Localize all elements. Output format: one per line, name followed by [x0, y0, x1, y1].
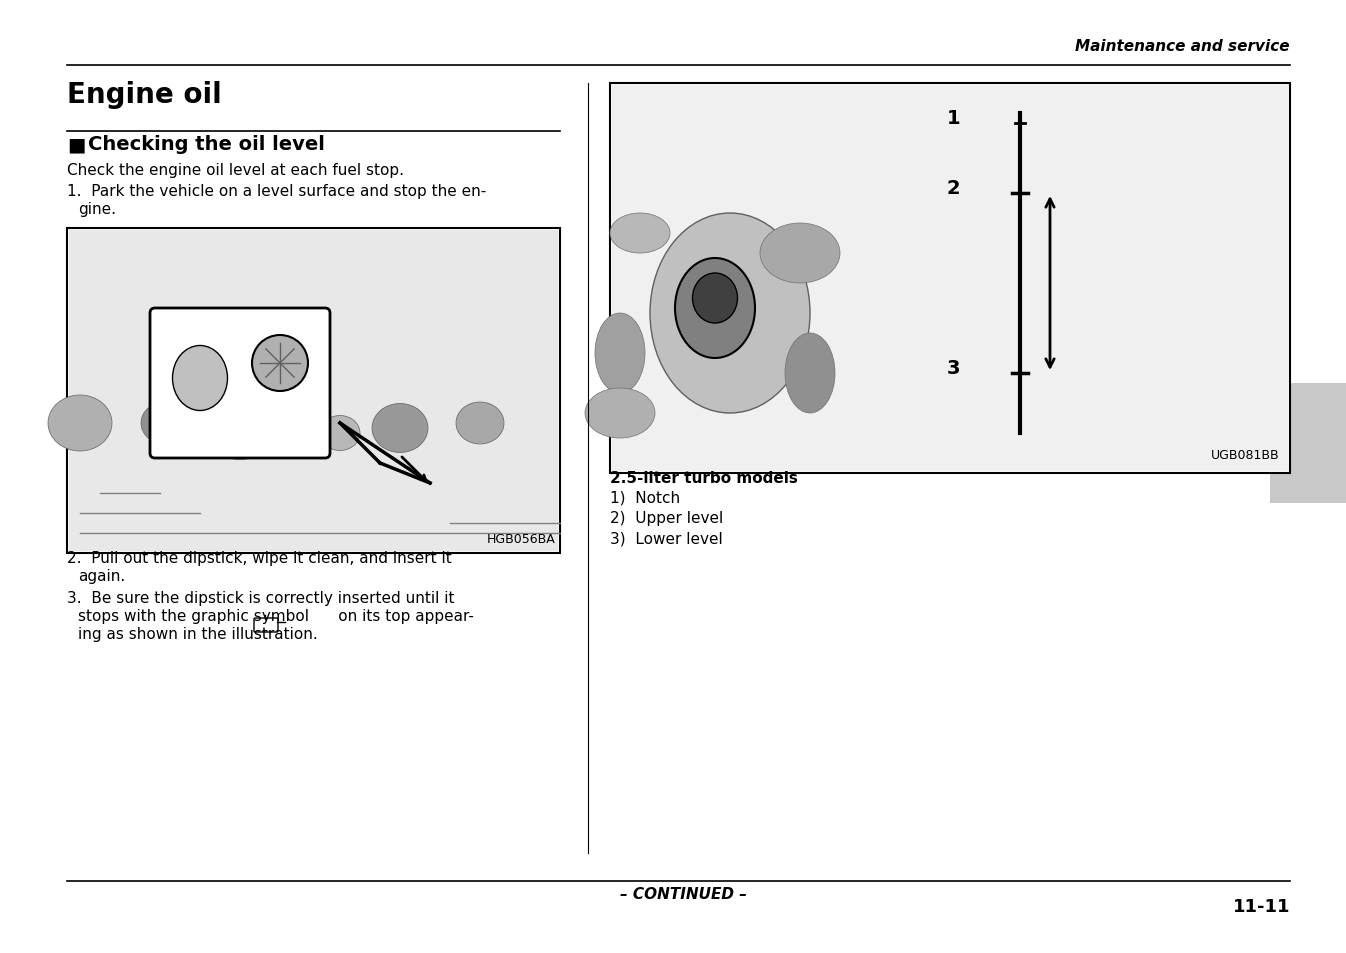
Ellipse shape: [205, 397, 276, 460]
Bar: [610, 84, 1289, 474]
Bar: [69, 231, 559, 552]
Text: stops with the graphic symbol      on its top appear-: stops with the graphic symbol on its top…: [78, 608, 474, 623]
Text: UGB081BB: UGB081BB: [1211, 449, 1280, 461]
Text: 2)  Upper level: 2) Upper level: [610, 511, 723, 525]
Text: ing as shown in the illustration.: ing as shown in the illustration.: [78, 626, 318, 641]
Ellipse shape: [172, 346, 227, 411]
Bar: [1271, 384, 1346, 503]
Text: 3.  Be sure the dipstick is correctly inserted until it: 3. Be sure the dipstick is correctly ins…: [67, 590, 455, 605]
Bar: [612, 86, 1288, 472]
Ellipse shape: [760, 224, 840, 284]
Ellipse shape: [674, 258, 755, 358]
Text: HGB056BA: HGB056BA: [486, 533, 555, 545]
Ellipse shape: [610, 213, 670, 253]
Text: 1.  Park the vehicle on a level surface and stop the en-: 1. Park the vehicle on a level surface a…: [67, 184, 486, 199]
Bar: [67, 229, 560, 554]
Ellipse shape: [320, 416, 359, 451]
Text: 1)  Notch: 1) Notch: [610, 491, 680, 505]
Text: 2.  Pull out the dipstick, wipe it clean, and insert it: 2. Pull out the dipstick, wipe it clean,…: [67, 551, 452, 565]
Ellipse shape: [371, 404, 428, 453]
Text: Check the engine oil level at each fuel stop.: Check the engine oil level at each fuel …: [67, 163, 404, 178]
Text: ■: ■: [67, 135, 85, 153]
Ellipse shape: [586, 389, 656, 438]
Text: Engine oil: Engine oil: [67, 81, 222, 109]
Text: – CONTINUED –: – CONTINUED –: [619, 886, 747, 901]
Text: 2: 2: [946, 179, 960, 198]
Text: 11-11: 11-11: [1233, 897, 1289, 915]
Ellipse shape: [595, 314, 645, 394]
Ellipse shape: [456, 402, 503, 444]
Ellipse shape: [650, 213, 810, 414]
Text: Checking the oil level: Checking the oil level: [87, 135, 324, 153]
Ellipse shape: [692, 274, 738, 324]
Text: again.: again.: [78, 568, 125, 583]
Ellipse shape: [48, 395, 112, 452]
Text: 3: 3: [946, 359, 960, 378]
FancyBboxPatch shape: [149, 309, 330, 458]
Text: Maintenance and service: Maintenance and service: [1075, 39, 1289, 54]
Text: gine.: gine.: [78, 202, 116, 216]
Text: 1: 1: [946, 110, 960, 129]
Ellipse shape: [785, 334, 835, 414]
Ellipse shape: [141, 402, 188, 444]
Text: 3)  Lower level: 3) Lower level: [610, 531, 723, 545]
Circle shape: [252, 335, 308, 392]
Text: 2.5-liter turbo models: 2.5-liter turbo models: [610, 471, 798, 485]
